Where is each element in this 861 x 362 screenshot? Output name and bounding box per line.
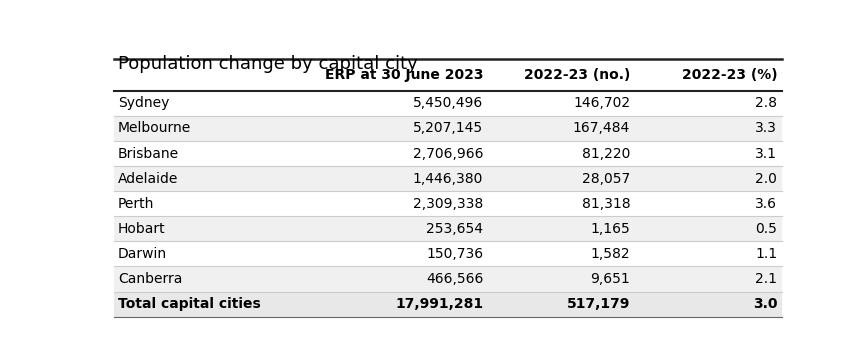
Text: Darwin: Darwin — [118, 247, 167, 261]
Bar — [115, 291, 782, 317]
Text: 466,566: 466,566 — [425, 272, 483, 286]
Text: 1,446,380: 1,446,380 — [412, 172, 483, 186]
Text: 2.8: 2.8 — [754, 96, 777, 110]
Text: 3.0: 3.0 — [752, 297, 777, 311]
Text: 3.3: 3.3 — [754, 122, 777, 135]
Text: 253,654: 253,654 — [425, 222, 483, 236]
Text: 5,207,145: 5,207,145 — [412, 122, 483, 135]
Text: 1,582: 1,582 — [590, 247, 629, 261]
Text: Adelaide: Adelaide — [118, 172, 178, 186]
Text: 2,309,338: 2,309,338 — [412, 197, 483, 211]
Bar — [115, 191, 782, 216]
Text: ERP at 30 June 2023: ERP at 30 June 2023 — [325, 68, 483, 82]
Text: Melbourne: Melbourne — [118, 122, 191, 135]
Text: 5,450,496: 5,450,496 — [412, 96, 483, 110]
Text: Sydney: Sydney — [118, 96, 169, 110]
Text: 2,706,966: 2,706,966 — [412, 147, 483, 160]
Text: 2022-23 (%): 2022-23 (%) — [681, 68, 777, 82]
Text: 517,179: 517,179 — [567, 297, 629, 311]
Text: 81,318: 81,318 — [581, 197, 629, 211]
Bar — [115, 266, 782, 291]
Text: 2.0: 2.0 — [754, 172, 777, 186]
Text: 0.5: 0.5 — [754, 222, 777, 236]
Text: Brisbane: Brisbane — [118, 147, 179, 160]
Bar — [115, 141, 782, 166]
Text: 9,651: 9,651 — [590, 272, 629, 286]
Text: 2022-23 (no.): 2022-23 (no.) — [523, 68, 629, 82]
Text: 17,991,281: 17,991,281 — [394, 297, 483, 311]
Text: 28,057: 28,057 — [581, 172, 629, 186]
Text: Total capital cities: Total capital cities — [118, 297, 260, 311]
Text: 167,484: 167,484 — [573, 122, 629, 135]
Text: Canberra: Canberra — [118, 272, 182, 286]
Text: 81,220: 81,220 — [581, 147, 629, 160]
Bar — [115, 91, 782, 116]
Text: 3.6: 3.6 — [754, 197, 777, 211]
Text: 150,736: 150,736 — [425, 247, 483, 261]
Bar — [115, 116, 782, 141]
Text: Hobart: Hobart — [118, 222, 165, 236]
Text: Population change by capital city: Population change by capital city — [118, 55, 417, 73]
Text: 1.1: 1.1 — [754, 247, 777, 261]
Text: 2.1: 2.1 — [754, 272, 777, 286]
Bar — [115, 216, 782, 241]
Text: Perth: Perth — [118, 197, 154, 211]
Bar — [115, 241, 782, 266]
Text: 1,165: 1,165 — [590, 222, 629, 236]
Text: 3.1: 3.1 — [754, 147, 777, 160]
Bar — [115, 166, 782, 191]
Text: 146,702: 146,702 — [573, 96, 629, 110]
